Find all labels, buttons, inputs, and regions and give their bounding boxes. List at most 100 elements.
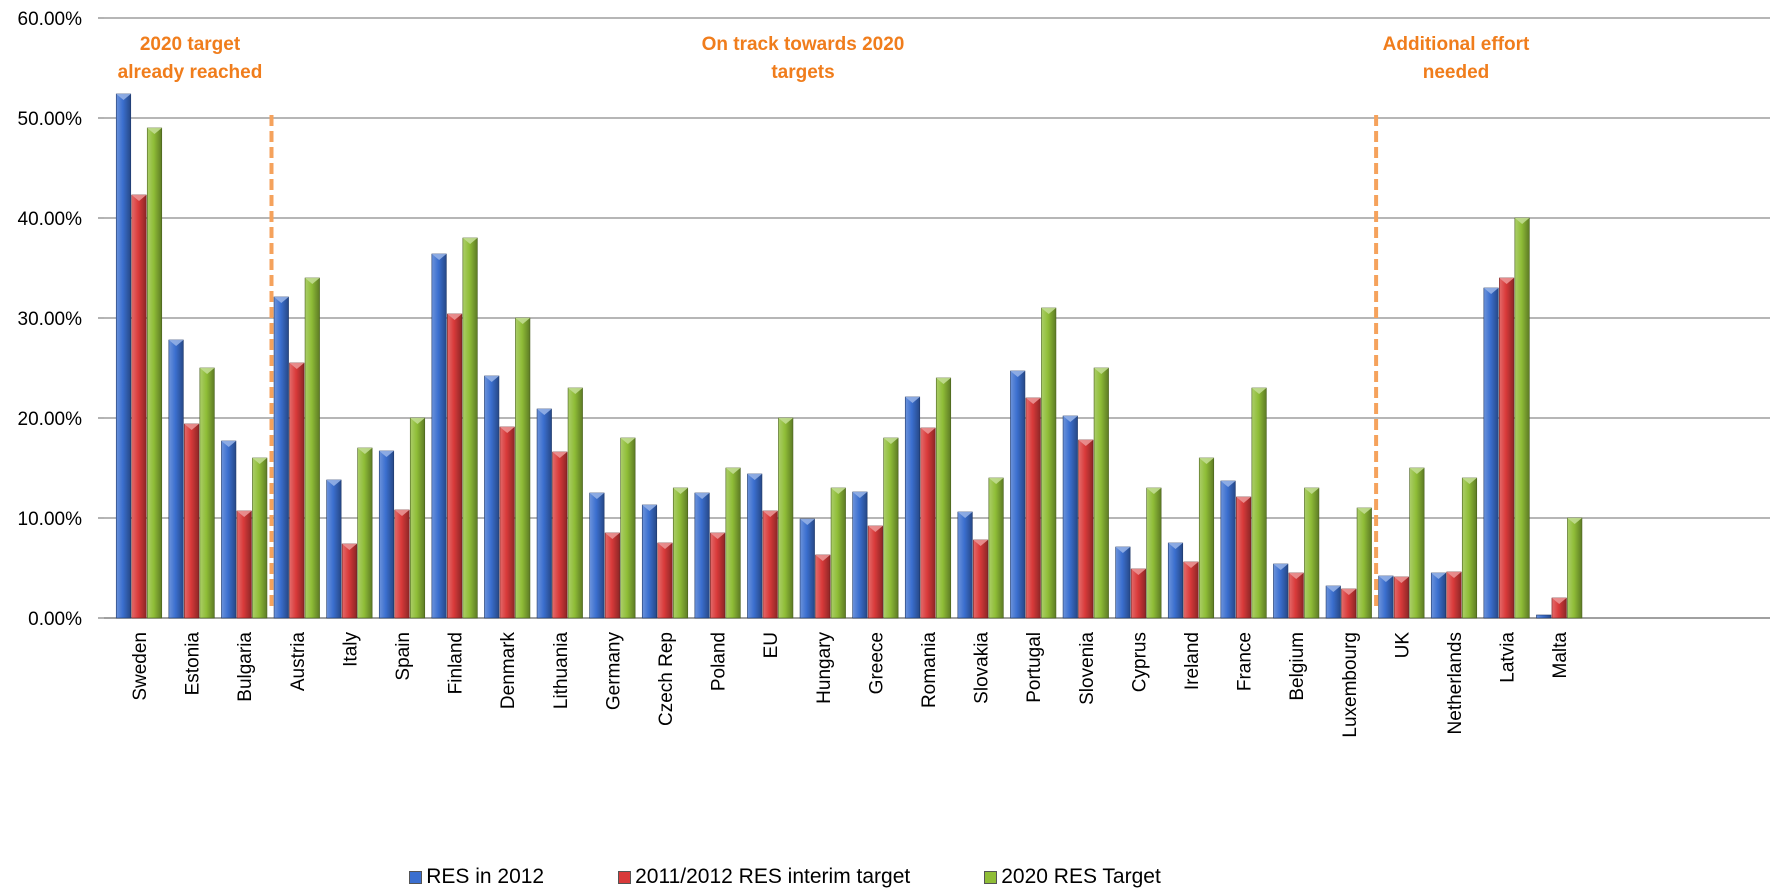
bar-top-bevel (1094, 368, 1109, 374)
bar-top-bevel (1304, 488, 1319, 494)
bar (1288, 572, 1304, 619)
bar (115, 93, 132, 619)
bar (326, 479, 342, 619)
bar-group-austria (273, 277, 320, 619)
x-tick-label: Denmark (498, 632, 519, 710)
bar (236, 510, 252, 619)
bar-top-bevel (725, 468, 741, 474)
bar-top-bevel (447, 314, 462, 320)
x-tick-label: Belgium (1287, 632, 1308, 701)
bar-group-lithuania (536, 387, 583, 619)
bar (1446, 571, 1462, 619)
bar-top-bevel (1273, 564, 1288, 570)
bar-top-bevel (184, 424, 199, 430)
bar (1198, 457, 1215, 619)
bar (920, 427, 936, 619)
x-tick-label: Estonia (183, 632, 204, 696)
legend: RES in 2012 2011/2012 RES interim target… (0, 864, 1570, 890)
bar-group-slovakia (957, 477, 1004, 619)
bar (710, 532, 726, 619)
legend-item-series-1: 2011/2012 RES interim target (618, 864, 910, 890)
bar-top-bevel (1567, 518, 1582, 524)
x-tick-label: EU (761, 632, 782, 658)
bar-top-bevel (973, 540, 988, 546)
bar-top-bevel (1288, 573, 1304, 579)
bar-top-bevel (326, 480, 342, 486)
bar (499, 426, 515, 619)
bar-top-bevel (1199, 458, 1214, 464)
bar-group-eu (747, 417, 794, 619)
bar (1025, 397, 1041, 619)
bar-top-bevel (657, 543, 673, 549)
x-tick-label: Finland (446, 632, 467, 694)
bar (1115, 546, 1131, 619)
bar-top-bevel (905, 397, 920, 403)
bar-top-bevel (957, 512, 973, 518)
bar-top-bevel (1551, 598, 1567, 604)
bar (1409, 467, 1425, 619)
x-tick-label: Netherlands (1445, 632, 1466, 734)
x-tick-label: Italy (340, 632, 361, 667)
bar-group-slovenia (1062, 367, 1109, 619)
bar (604, 532, 620, 619)
x-tick-label: Slovakia (972, 632, 993, 704)
bar-group-sweden (115, 93, 163, 619)
bar-top-bevel (1078, 440, 1094, 446)
bar (620, 437, 636, 619)
bar (1378, 575, 1394, 619)
bar-top-bevel (1168, 543, 1183, 549)
bar (1461, 477, 1478, 619)
bar (1078, 439, 1094, 619)
bar-top-bevel (1514, 218, 1530, 224)
bar (1567, 517, 1583, 619)
y-tick-label: 10.00% (18, 509, 83, 530)
bar-group-poland (694, 467, 741, 619)
bar (589, 492, 605, 619)
bar (1062, 415, 1078, 619)
bar (273, 296, 289, 619)
x-tick-label: Bulgaria (235, 632, 256, 702)
bar (378, 450, 395, 619)
y-tick-label: 0.00% (28, 609, 82, 630)
x-tick-label: Latvia (1498, 632, 1519, 683)
x-tick-label: Czech Rep (656, 632, 677, 726)
group-dividers (269, 115, 1379, 608)
bar-top-bevel (1063, 416, 1078, 422)
y-tick-label: 50.00% (18, 109, 83, 130)
x-tick-label: Poland (709, 632, 730, 691)
x-tick-label: France (1235, 632, 1256, 691)
bars (115, 93, 1583, 619)
bar (341, 543, 357, 619)
bar-top-bevel (221, 441, 236, 447)
x-tick-label: Lithuania (551, 632, 572, 710)
bar (567, 387, 583, 619)
x-axis-category-labels: Sweden Estonia Bulgaria Austria Italy Spain Fi… (130, 632, 1571, 738)
x-tick-label: Romania (919, 632, 940, 708)
bar-top-bevel (605, 533, 620, 539)
bar-top-bevel (379, 451, 394, 457)
bar (447, 313, 463, 619)
bar-group-germany (589, 437, 636, 619)
x-tick-label: UK (1392, 632, 1413, 659)
bar-top-bevel (537, 409, 552, 415)
bar-top-bevel (1183, 562, 1199, 568)
bar (357, 447, 373, 619)
bar (1236, 496, 1252, 619)
bar-top-bevel (1394, 577, 1409, 583)
bar-top-bevel (1409, 468, 1425, 474)
bar-top-bevel (1431, 573, 1446, 579)
legend-swatch (409, 870, 423, 884)
bar (725, 467, 741, 619)
bar-top-bevel (1462, 478, 1477, 484)
bar-top-bevel (431, 254, 447, 260)
bar (409, 417, 426, 619)
bar (935, 377, 952, 619)
bar-top-bevel (883, 438, 899, 444)
bar (431, 253, 447, 619)
bar (904, 396, 921, 619)
bar-group-bulgaria (221, 440, 268, 619)
bar (957, 511, 973, 619)
x-tick-label: Hungary (814, 632, 835, 704)
bar (830, 487, 846, 619)
bar (641, 504, 658, 619)
